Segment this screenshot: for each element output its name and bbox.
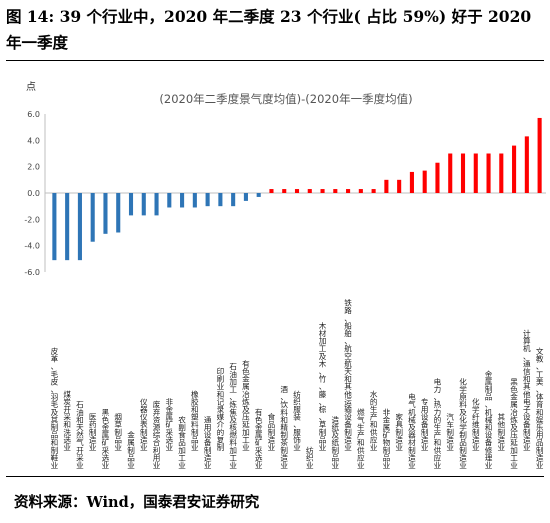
bar <box>52 193 57 261</box>
bar <box>116 193 121 233</box>
x-tick-label: 有色金属冶炼及压延加工业 <box>242 358 250 452</box>
bar <box>141 193 146 216</box>
bar <box>371 189 376 193</box>
bar <box>218 193 223 207</box>
x-tick-label: 木材加工及木、竹、藤、棕、草制品业 <box>319 320 327 452</box>
x-tick-label: 造纸及纸制品业 <box>332 414 340 470</box>
bar <box>128 193 134 216</box>
bar <box>154 193 159 216</box>
chart-title: (2020年二季度景气度均值)-(2020年一季度均值) <box>159 92 412 106</box>
source-note: 资料来源：Wind，国泰君安证券研究 <box>14 494 260 511</box>
x-tick-label: 纺织业 <box>306 445 314 470</box>
bar <box>460 153 466 193</box>
bar <box>90 193 95 242</box>
bar <box>269 189 274 193</box>
top-rule <box>6 60 544 61</box>
x-tick-label: 煤炭开采和洗选业 <box>63 389 71 452</box>
bar <box>346 189 351 193</box>
bar <box>320 189 325 193</box>
x-tick-label: 铁路、船舶、航空航天和其他运输设备制造业 <box>344 298 352 452</box>
x-tick-label: 文教、工美、体育和娱乐用品制造业 <box>536 346 544 470</box>
x-tick-label: 化学原料及化学制品制造业 <box>459 376 467 470</box>
x-tick-label: 金属制品业 <box>127 430 135 470</box>
bar <box>473 153 478 193</box>
x-tick-label: 非金属矿采选业 <box>166 396 174 452</box>
x-tick-label: 电气机械及器材制造业 <box>408 392 416 470</box>
x-tick-label: 电力、热力的生产和供应业 <box>434 376 442 470</box>
bar <box>512 145 517 193</box>
x-tick-label: 橡胶和塑料制品业 <box>191 389 199 452</box>
bar <box>422 170 427 193</box>
bar <box>358 189 363 193</box>
y-axis: -6.0 -4.0 -2.0 0.0 2.0 4.0 6.0 <box>24 110 546 277</box>
x-tick-label: 仪器仪表制造业 <box>140 397 148 452</box>
y-tick-label: -4.0 <box>24 242 40 251</box>
x-tick-label: 农副食品加工业 <box>178 414 186 470</box>
y-tick-label: -6.0 <box>24 268 40 277</box>
bottom-rule <box>6 476 544 477</box>
x-tick-label: 食品制造业 <box>268 412 276 452</box>
y-tick-label: 6.0 <box>27 110 40 119</box>
bar-series <box>52 117 542 261</box>
bar <box>192 193 197 208</box>
bar <box>77 193 82 261</box>
bar <box>282 189 287 193</box>
bar <box>486 153 491 193</box>
x-tick-label: 皮革、毛皮、羽毛及其制品和制鞋业 <box>51 346 59 470</box>
x-tick-label: 通用设备制造业 <box>204 414 212 470</box>
bar <box>243 193 248 201</box>
x-axis-labels: 皮革、毛皮、羽毛及其制品和制鞋业煤炭开采和洗选业石油和天然气开采业医药制造业黑色… <box>51 298 544 470</box>
x-tick-label: 黑色金属矿采选业 <box>102 408 110 470</box>
bar <box>333 189 338 193</box>
x-tick-label: 印刷业和记录媒介的复制 <box>217 367 225 452</box>
figure-title: 图 14: 39 个行业中，2020 年二季度 23 个行业( 占比 59%) … <box>6 7 532 52</box>
x-tick-label: 废弃资源综合利用业 <box>153 399 161 470</box>
x-tick-label: 医药制造业 <box>89 413 97 452</box>
bar <box>65 193 70 261</box>
bar <box>448 153 453 193</box>
bar <box>499 153 504 193</box>
x-tick-label: 汽车制造业 <box>446 412 454 452</box>
bar <box>180 193 185 208</box>
x-tick-label: 计算机、通信和其他电子设备制造业 <box>523 328 531 452</box>
x-tick-label: 石油加工、炼焦及核燃料加工业 <box>229 362 237 470</box>
bar <box>167 193 172 208</box>
bar-chart: 点 (2020年二季度景气度均值)-(2020年一季度均值) -6.0-4.0-… <box>24 81 546 470</box>
bar <box>409 171 414 193</box>
x-tick-label: 酒、饮料和精制茶制造业 <box>280 385 288 470</box>
bar <box>384 179 389 193</box>
x-tick-label: 纺织服装、服饰业 <box>293 389 301 452</box>
bar <box>294 189 300 193</box>
bar <box>231 193 236 207</box>
bar <box>397 179 402 193</box>
bar <box>537 117 542 193</box>
x-tick-label: 烟草制品业 <box>114 413 122 452</box>
bar <box>205 193 210 207</box>
bar <box>307 189 312 193</box>
y-axis-unit-label: 点 <box>26 81 36 93</box>
y-tick-label: 2.0 <box>27 163 40 172</box>
x-tick-label: 燃气生产和供应业 <box>357 407 365 470</box>
bar <box>103 193 108 234</box>
y-tick-label: 0.0 <box>27 189 40 198</box>
bar <box>524 136 529 193</box>
x-tick-label: 非金属矿物制品业 <box>383 407 391 470</box>
x-tick-label: 金属制品、机械和设备修理业 <box>485 369 493 470</box>
x-tick-label: 其他制造业 <box>498 413 506 452</box>
x-tick-label: 有色金属矿采选业 <box>255 407 263 470</box>
x-tick-label: 专用设备制造业 <box>421 396 429 452</box>
bar <box>435 162 440 193</box>
x-tick-label: 石油和天然气开采业 <box>76 400 84 470</box>
y-tick-label: -2.0 <box>24 215 40 224</box>
x-tick-label: 黑色金属冶炼及压延加工业 <box>510 377 518 470</box>
x-tick-label: 化学纤维制造业 <box>472 396 480 452</box>
x-tick-label: 水的生产和供应业 <box>370 389 378 452</box>
y-tick-label: 4.0 <box>27 136 40 145</box>
bar <box>256 193 261 197</box>
x-tick-label: 家具制造业 <box>395 412 403 452</box>
